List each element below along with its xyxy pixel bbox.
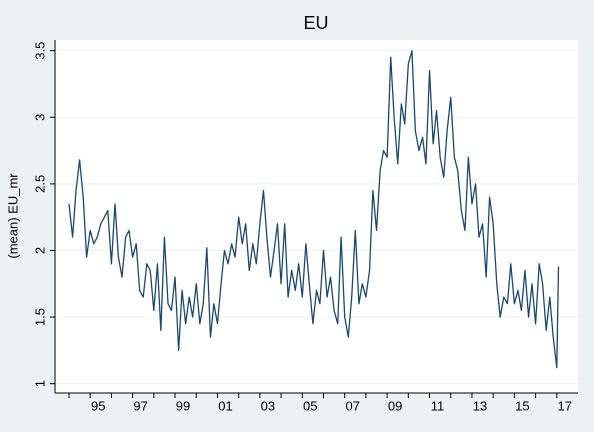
- plot-area: [55, 40, 578, 393]
- x-tick-label: 13: [473, 398, 487, 413]
- y-tick-label: 3.5: [32, 42, 47, 60]
- x-tick-label: 09: [388, 398, 402, 413]
- x-tick-label: 99: [176, 398, 190, 413]
- y-tick-label: 1: [32, 380, 47, 387]
- x-tick-label: 07: [345, 398, 359, 413]
- x-tick-label: 01: [218, 398, 232, 413]
- y-tick-label: 1.5: [32, 308, 47, 326]
- y-tick-label: 2: [32, 247, 47, 254]
- x-tick-label: 15: [515, 398, 529, 413]
- x-tick-label: 05: [303, 398, 317, 413]
- x-tick-label: 95: [91, 398, 105, 413]
- chart-title: EU: [303, 13, 328, 33]
- y-axis-title: (mean) EU_mr: [5, 173, 20, 259]
- x-tick-label: 11: [431, 398, 445, 413]
- x-tick-label: 17: [558, 398, 572, 413]
- data-line: [68, 50, 560, 369]
- x-tick-label: 03: [261, 398, 275, 413]
- x-tick-label: 97: [133, 398, 147, 413]
- y-tick-label: 2.5: [32, 175, 47, 193]
- y-tick-label: 3: [32, 114, 47, 121]
